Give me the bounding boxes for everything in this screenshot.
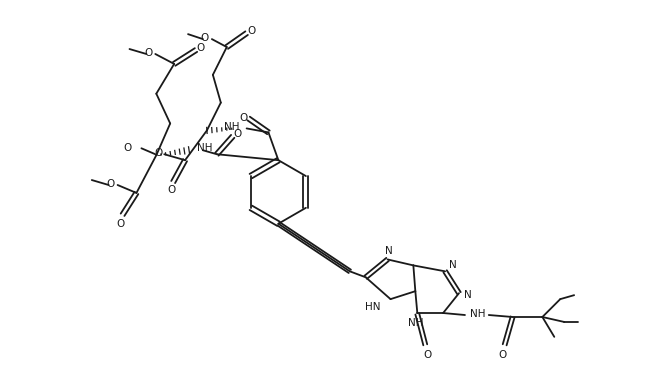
Text: O: O xyxy=(201,33,209,43)
Text: NH: NH xyxy=(470,309,485,319)
Text: O: O xyxy=(197,43,205,53)
Text: O: O xyxy=(117,219,125,229)
Text: O: O xyxy=(123,143,131,153)
Text: O: O xyxy=(239,113,248,123)
Text: N: N xyxy=(384,246,392,256)
Text: NH: NH xyxy=(224,123,239,132)
Text: O: O xyxy=(106,179,115,189)
Text: O: O xyxy=(167,185,175,195)
Text: O: O xyxy=(154,148,162,158)
Text: NH: NH xyxy=(197,143,213,153)
Text: O: O xyxy=(247,26,256,36)
Text: O: O xyxy=(499,350,507,360)
Text: N: N xyxy=(449,261,457,270)
Text: HN: HN xyxy=(365,302,380,312)
Text: O: O xyxy=(234,130,242,139)
Text: N: N xyxy=(464,290,472,300)
Text: O: O xyxy=(423,350,432,360)
Text: O: O xyxy=(144,48,152,58)
Text: NH: NH xyxy=(407,318,423,328)
